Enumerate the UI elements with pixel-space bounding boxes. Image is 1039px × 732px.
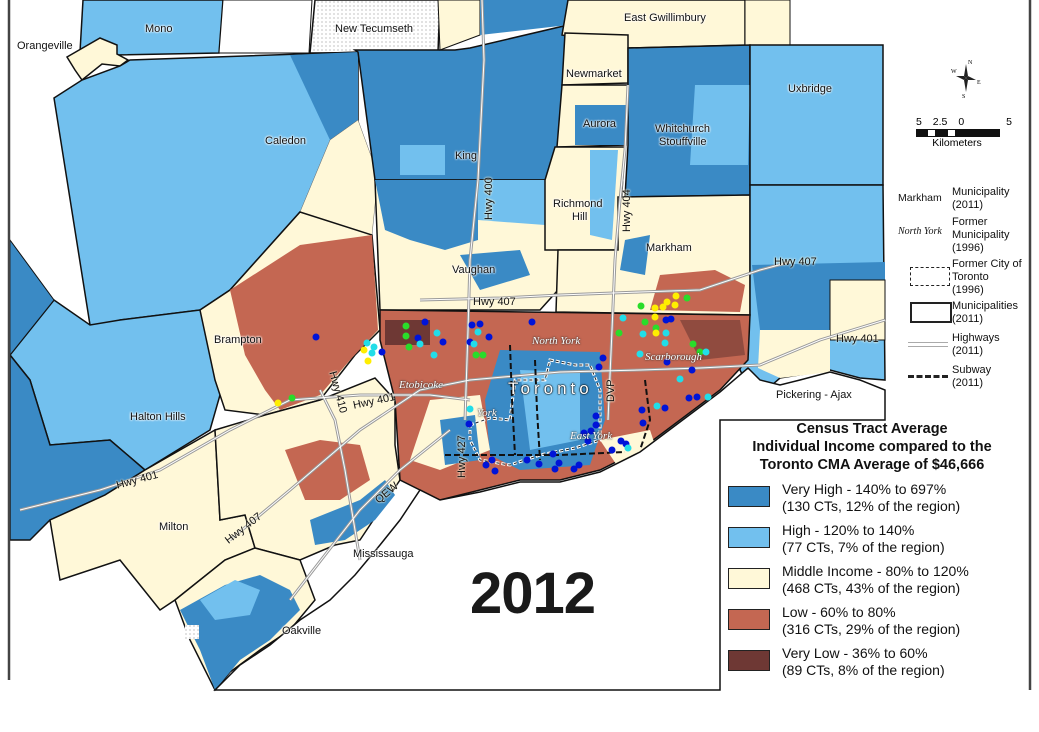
legend-swatch <box>728 486 770 507</box>
legend-count: (89 CTs, 8% of the region) <box>782 662 945 678</box>
svg-text:E: E <box>977 80 981 86</box>
muni-label: Aurora <box>583 118 617 130</box>
scale-tick: 5 <box>1006 116 1012 128</box>
legend-label: Very Low - 36% to 60% <box>782 645 928 661</box>
legend-label: Low - 60% to 80% <box>782 604 896 620</box>
hwy-label: Hwy 400 <box>483 177 495 220</box>
muni-label: Richmond <box>553 198 603 210</box>
legend-swatch <box>728 568 770 589</box>
muni-label: Newmarket <box>566 68 622 80</box>
muni-label: Stouffville <box>659 136 707 148</box>
symbol-legend-row: Markham Municipality (2011) <box>898 186 1038 212</box>
muni-label: Mississauga <box>353 548 414 560</box>
hwy-label: Hwy 401 <box>836 333 879 345</box>
region-mono <box>79 0 224 56</box>
muni-label: East Gwillimbury <box>624 12 706 24</box>
former-municipality-sample-label: North York <box>898 225 942 237</box>
symbol-legend-text: Municipality (2011) <box>952 186 1010 211</box>
scale-unit: Kilometers <box>932 137 982 149</box>
scale-bar-graphic <box>916 129 1000 137</box>
subway-line-symbol <box>908 374 948 378</box>
former-label: Etobicoke <box>399 379 443 391</box>
scale-tick: 5 <box>916 116 922 128</box>
compass-rose-icon: N W E S <box>950 58 982 100</box>
muni-label: Mono <box>145 23 173 35</box>
muni-label: Markham <box>646 242 692 254</box>
former-label: North York <box>532 335 581 347</box>
muni-label: Hill <box>572 211 588 223</box>
hwy-label: Hwy 407 <box>774 256 817 268</box>
municipality-sample-label: Markham <box>898 192 942 204</box>
symbol-legend-text: Former Municipality (1996) <box>952 216 1010 254</box>
muni-label: King <box>455 150 478 162</box>
lake-ontario <box>213 366 886 691</box>
solid-box-symbol <box>910 301 952 323</box>
symbol-legend-text: Former City of Toronto (1996) <box>952 258 1022 296</box>
muni-label: Milton <box>159 521 189 533</box>
symbol-legend-row: Subway (2011) <box>898 364 1038 390</box>
subway-lines <box>445 344 652 461</box>
legend-count: (130 CTs, 12% of the region) <box>782 498 961 514</box>
hwy-label: Hwy 407 <box>473 296 516 308</box>
legend-count: (77 CTs, 7% of the region) <box>782 539 945 555</box>
legend-swatch <box>728 650 770 671</box>
city-label-toronto: Toronto <box>508 379 593 398</box>
legend-item-very-low: Very Low - 36% to 60% (89 CTs, 8% of the … <box>722 645 1022 679</box>
symbol-legend: Markham Municipality (2011) North York F… <box>898 186 1038 392</box>
muni-label: New Tecumseth <box>335 23 414 35</box>
muni-label: Pickering - Ajax <box>776 389 852 401</box>
legend-item-high: High - 120% to 140% (77 CTs, 7% of the re… <box>722 522 1022 556</box>
legend-label: Very High - 140% to 697% <box>782 481 947 497</box>
symbol-legend-text: Subway (2011) <box>952 364 992 389</box>
legend-item-low: Low - 60% to 80% (316 CTs, 29% of the reg… <box>722 604 1022 638</box>
legend-item-middle: Middle Income - 80% to 120% (468 CTs, 43%… <box>722 563 1022 597</box>
former-label: East York <box>570 430 613 442</box>
symbol-legend-text: Highways (2011) <box>952 332 1000 357</box>
legend-title: Census Tract Average Individual Income c… <box>722 420 1022 474</box>
highway-line-symbol <box>908 341 948 347</box>
scale-bar: 5 2.5 0 5 Kilometers <box>914 116 1024 149</box>
symbol-legend-text: Municipalities (2011) <box>952 300 1019 325</box>
muni-label: Caledon <box>265 135 306 147</box>
symbol-legend-row: Municipalities (2011) <box>898 300 1038 326</box>
legend-label: Middle Income - 80% to 120% <box>782 563 969 579</box>
former-label: Scarborough <box>645 351 703 363</box>
muni-label: Halton Hills <box>130 411 186 423</box>
svg-text:W: W <box>951 69 957 75</box>
svg-text:S: S <box>962 94 965 98</box>
scale-tick: 0 <box>958 116 965 128</box>
point-markers <box>274 292 712 475</box>
legend-item-very-high: Very High - 140% to 697% (130 CTs, 12% of… <box>722 481 1022 515</box>
muni-label: Vaughan <box>452 264 496 276</box>
legend-swatch <box>728 609 770 630</box>
legend-swatch <box>728 527 770 548</box>
former-label: York <box>477 407 497 419</box>
legend-title-line: Toronto CMA Average of $46,666 <box>759 457 985 473</box>
compass-n: N <box>968 60 973 66</box>
muni-label: Uxbridge <box>788 83 833 95</box>
legend-count: (468 CTs, 43% of the region) <box>782 580 961 596</box>
symbol-legend-row: Former City of Toronto (1996) <box>898 258 1038 297</box>
dashed-box-symbol <box>910 266 950 286</box>
scale-tick: 2.5 <box>932 116 948 128</box>
legend-title-line: Census Tract Average <box>796 421 948 437</box>
muni-label: Oakville <box>282 625 322 637</box>
muni-label: Brampton <box>214 334 262 346</box>
hwy-label: Hwy 427 <box>456 435 468 478</box>
income-legend: Census Tract Average Individual Income c… <box>722 420 1022 679</box>
muni-label: Whitchurch <box>655 123 711 135</box>
legend-title-line: Individual Income compared to the <box>752 439 992 455</box>
legend-count: (316 CTs, 29% of the region) <box>782 621 961 637</box>
hwy-label: Hwy 404 <box>621 189 633 232</box>
legend-label: High - 120% to 140% <box>782 522 915 538</box>
hwy-label: DVP <box>605 379 617 402</box>
symbol-legend-row: Highways (2011) <box>898 332 1038 358</box>
year-label: 2012 <box>470 561 596 626</box>
muni-label: Orangeville <box>17 40 73 52</box>
region-uxbridge <box>749 44 884 186</box>
symbol-legend-row: North York Former Municipality (1996) <box>898 216 1038 255</box>
